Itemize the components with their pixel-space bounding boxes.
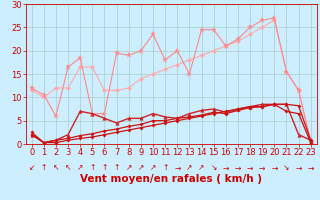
Text: ↖: ↖ (65, 163, 71, 172)
Text: →: → (295, 163, 302, 172)
X-axis label: Vent moyen/en rafales ( km/h ): Vent moyen/en rafales ( km/h ) (80, 174, 262, 184)
Text: →: → (271, 163, 277, 172)
Text: →: → (223, 163, 229, 172)
Text: ↗: ↗ (186, 163, 193, 172)
Text: →: → (174, 163, 180, 172)
Text: ↖: ↖ (53, 163, 59, 172)
Text: ↗: ↗ (138, 163, 144, 172)
Text: ↗: ↗ (150, 163, 156, 172)
Text: ↘: ↘ (211, 163, 217, 172)
Text: →: → (259, 163, 265, 172)
Text: →: → (247, 163, 253, 172)
Text: ↑: ↑ (101, 163, 108, 172)
Text: ↘: ↘ (283, 163, 290, 172)
Text: ↗: ↗ (77, 163, 84, 172)
Text: ↑: ↑ (89, 163, 96, 172)
Text: ↗: ↗ (125, 163, 132, 172)
Text: →: → (308, 163, 314, 172)
Text: ↙: ↙ (28, 163, 35, 172)
Text: →: → (235, 163, 241, 172)
Text: ↑: ↑ (41, 163, 47, 172)
Text: ↗: ↗ (198, 163, 205, 172)
Text: ↑: ↑ (162, 163, 168, 172)
Text: ↑: ↑ (113, 163, 120, 172)
